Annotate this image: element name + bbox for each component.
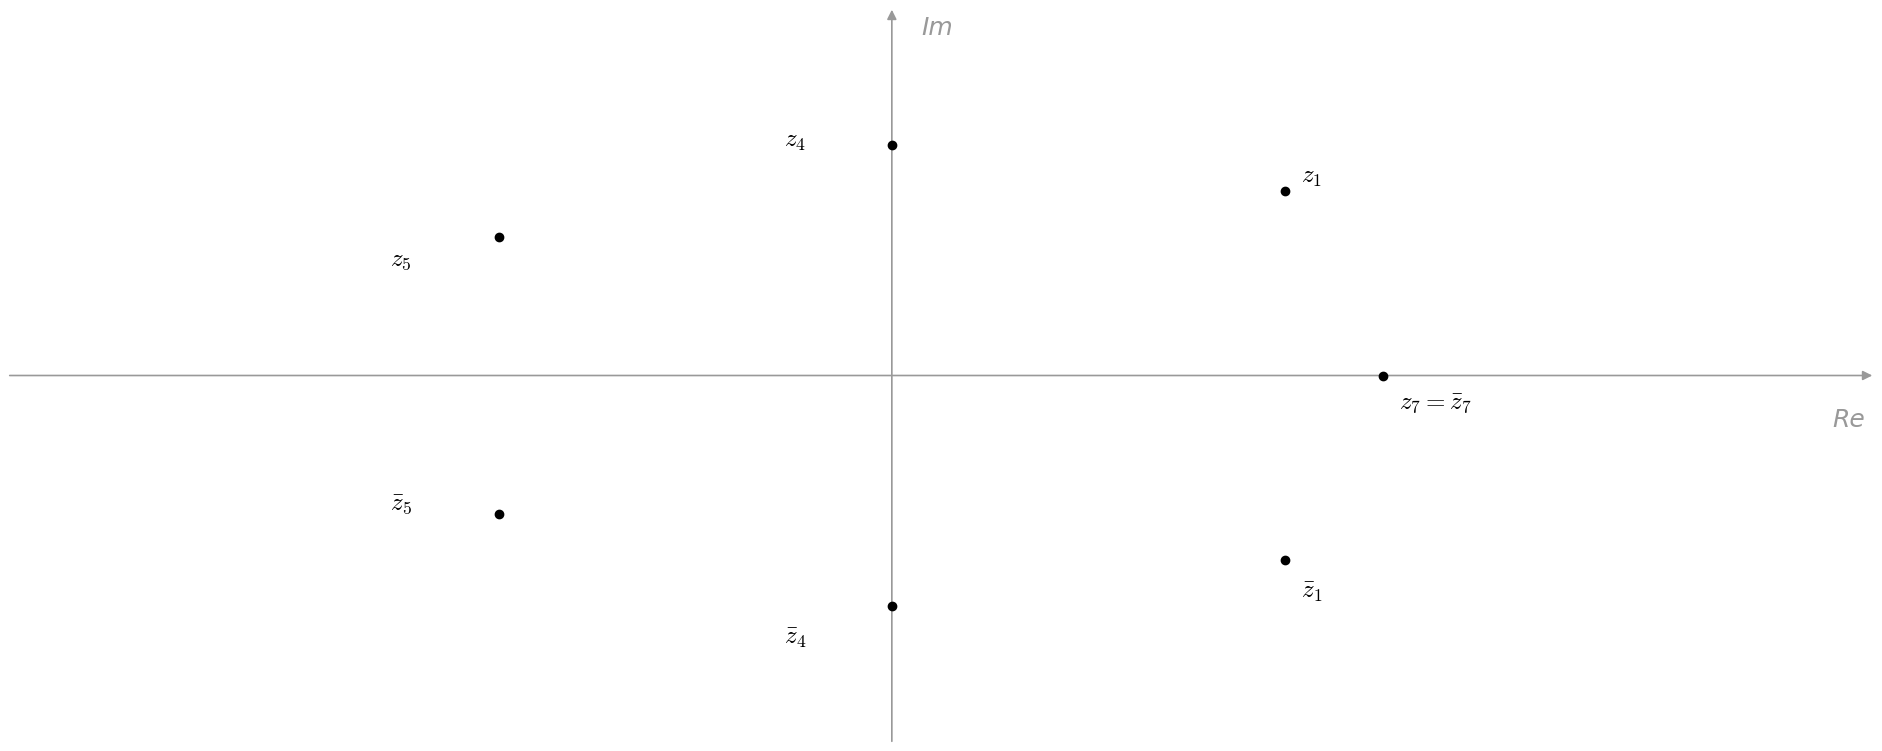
Text: $\bar{z}_1$: $\bar{z}_1$ (1300, 580, 1323, 604)
Text: $z_7 = \bar{z}_7$: $z_7 = \bar{z}_7$ (1398, 391, 1472, 415)
Text: $z_4$: $z_4$ (783, 128, 805, 152)
Text: $\bar{z}_5$: $\bar{z}_5$ (390, 493, 412, 517)
Text: $\bar{z}_4$: $\bar{z}_4$ (783, 626, 807, 650)
Text: Re: Re (1833, 408, 1865, 432)
Text: $z_5$: $z_5$ (390, 249, 412, 273)
Text: Im: Im (922, 17, 952, 40)
Text: $z_1$: $z_1$ (1300, 165, 1321, 189)
